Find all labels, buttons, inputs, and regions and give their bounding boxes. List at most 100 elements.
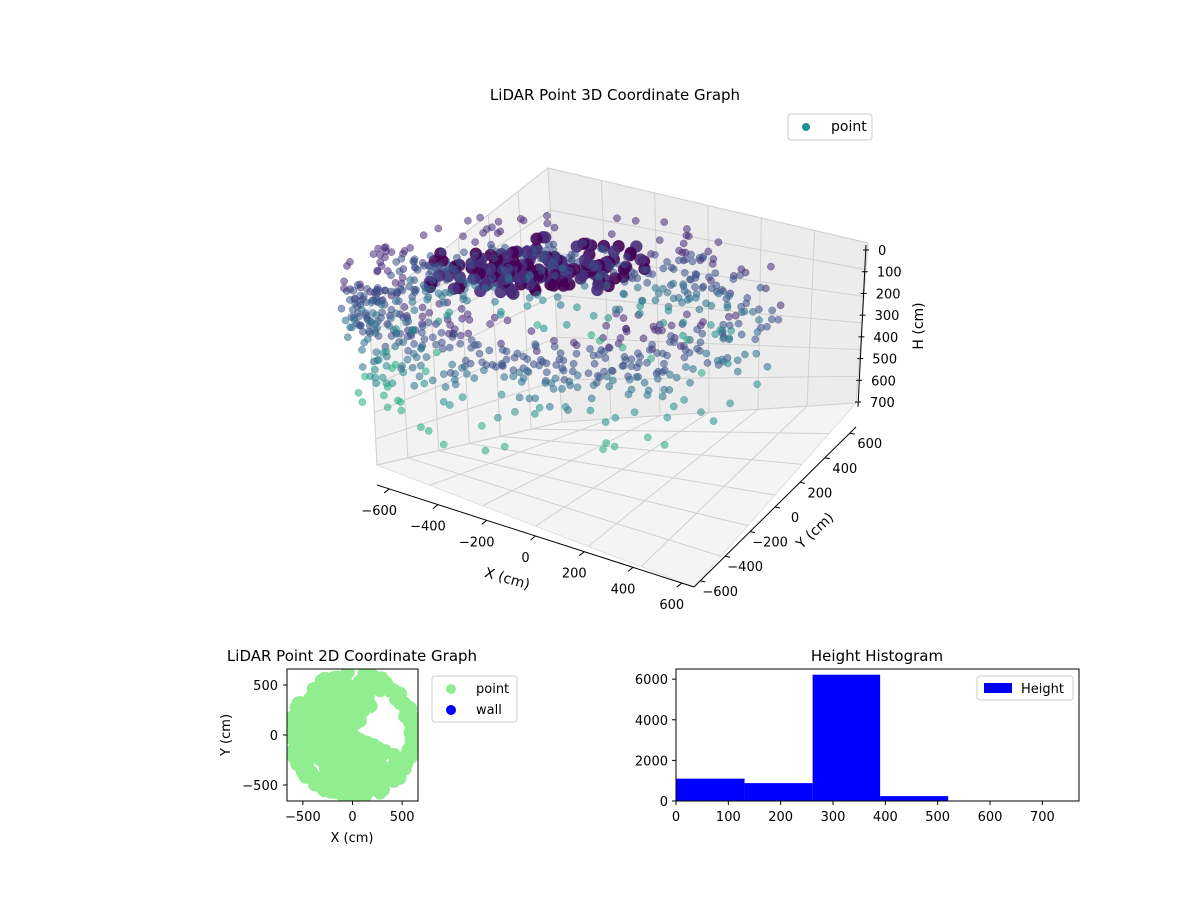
data-point <box>428 376 437 385</box>
y-tick-label-3d: 0 <box>791 511 799 526</box>
x-tick-label-3d: −600 <box>361 504 397 519</box>
data-point <box>737 330 746 339</box>
scatter-2d-point <box>360 688 375 702</box>
data-point <box>485 346 494 355</box>
data-point <box>589 351 598 360</box>
data-point <box>458 364 466 372</box>
data-point <box>377 300 386 309</box>
data-point <box>697 408 705 416</box>
y-tick-label-3d: 200 <box>808 486 833 501</box>
data-point <box>432 340 441 349</box>
data-point <box>664 306 673 315</box>
data-point <box>767 262 775 271</box>
data-point <box>607 230 616 238</box>
data-point <box>568 367 577 376</box>
data-point <box>372 348 381 357</box>
scatter-2d-point <box>357 669 372 681</box>
data-point <box>480 366 488 375</box>
data-point <box>726 399 734 408</box>
data-point <box>624 390 633 399</box>
data-point <box>693 325 702 334</box>
data-point <box>586 345 594 353</box>
data-point <box>587 331 596 339</box>
data-point <box>680 268 689 277</box>
data-point <box>733 356 742 365</box>
data-point <box>463 310 472 319</box>
data-point <box>379 391 388 400</box>
data-point <box>689 365 697 373</box>
data-point <box>539 324 548 333</box>
histogram-bar <box>812 674 881 801</box>
data-point <box>541 379 550 387</box>
data-point <box>410 340 418 348</box>
data-point <box>391 278 400 287</box>
data-point <box>749 307 757 316</box>
data-point <box>640 378 649 387</box>
data-point <box>387 305 396 314</box>
data-point <box>572 349 581 358</box>
data-point <box>682 255 690 264</box>
data-point <box>543 211 551 220</box>
data-point <box>562 320 571 329</box>
data-point <box>372 292 380 301</box>
data-point <box>675 246 683 255</box>
data-point <box>478 358 487 367</box>
data-point <box>509 372 518 381</box>
data-point <box>675 256 683 265</box>
data-point <box>353 281 362 289</box>
data-point <box>609 376 617 385</box>
data-point <box>723 303 732 312</box>
scatter-2d-point <box>294 754 309 769</box>
data-point <box>530 232 543 245</box>
data-point <box>589 311 598 320</box>
data-point <box>439 370 448 378</box>
data-point <box>464 216 472 225</box>
data-point <box>445 343 454 352</box>
data-point <box>456 331 465 340</box>
data-point <box>535 403 544 412</box>
legend-2d: point wall <box>431 675 518 723</box>
data-point <box>533 321 542 329</box>
data-point <box>688 257 697 266</box>
data-point <box>529 360 538 369</box>
y-tick-3d <box>824 457 830 460</box>
data-point <box>511 408 519 416</box>
data-point <box>622 252 631 261</box>
legend-wall-marker-2d <box>446 705 456 715</box>
data-point <box>463 279 472 288</box>
tick-labels-2d: −500 0 500 −500 0 500 <box>242 679 414 825</box>
data-point <box>573 383 582 392</box>
data-point <box>575 257 584 266</box>
data-point <box>679 280 687 288</box>
data-point <box>611 413 620 422</box>
data-point <box>434 224 443 233</box>
data-point <box>523 244 531 253</box>
data-point <box>663 413 672 422</box>
data-point <box>655 236 664 245</box>
legend-point-label-2d: point <box>476 682 509 697</box>
x-tick-label-3d: −400 <box>410 520 446 535</box>
legend-point-marker-2d <box>446 684 456 694</box>
data-point <box>439 298 448 307</box>
data-point <box>391 342 400 351</box>
data-point <box>537 267 546 275</box>
data-point <box>619 314 628 322</box>
data-point <box>434 289 443 298</box>
data-point <box>471 238 479 246</box>
data-point <box>410 255 419 264</box>
data-point <box>458 314 467 323</box>
data-point <box>558 385 566 393</box>
data-point <box>471 281 479 290</box>
data-point <box>451 380 460 389</box>
scatter-2d-point <box>368 774 383 789</box>
z-tick-label-3d: 600 <box>871 374 896 389</box>
data-point <box>461 356 470 365</box>
z-tick-label-3d: 200 <box>876 287 901 302</box>
data-point <box>477 421 486 430</box>
data-point <box>558 264 567 273</box>
data-point <box>636 302 644 311</box>
y-tick-3d <box>849 432 855 435</box>
data-point <box>553 293 562 301</box>
data-point <box>602 439 611 447</box>
x-tick-label-hist: 600 <box>978 810 1003 825</box>
